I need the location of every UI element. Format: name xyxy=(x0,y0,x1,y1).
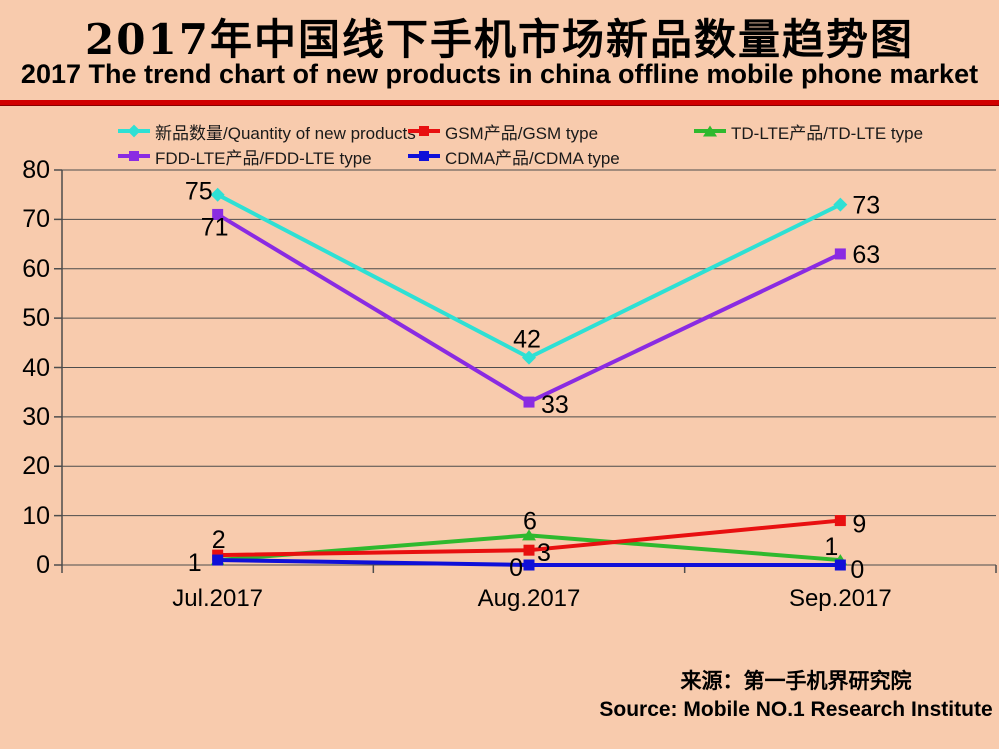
legend-triangle-marker-icon xyxy=(703,125,717,137)
series-3-marker-square xyxy=(834,248,846,260)
y-tick-label-30: 30 xyxy=(22,402,50,431)
legend-line-sample xyxy=(408,126,440,136)
x-axis-label-1: Aug.2017 xyxy=(477,585,581,612)
legend-line-sample xyxy=(118,151,150,161)
data-label-series-0-pt-2: 73 xyxy=(852,192,880,220)
legend-label: 新品数量/Quantity of new products xyxy=(155,123,416,143)
legend-label: FDD-LTE产品/FDD-LTE type xyxy=(155,148,372,168)
data-label-series-3-pt-1: 33 xyxy=(541,391,569,419)
series-3-marker-square xyxy=(212,208,224,220)
y-tick-label-0: 0 xyxy=(36,551,50,579)
series-1-marker-square xyxy=(834,515,846,527)
source-line-zh: 来源：第一手机界研究院 xyxy=(680,670,912,693)
data-label-series-2-pt-2: 1 xyxy=(824,533,838,561)
legend-item-gsm: GSM产品/GSM type xyxy=(408,120,599,143)
series-0-marker-diamond xyxy=(210,187,225,202)
legend-item-cdma: CDMA产品/CDMA type xyxy=(408,145,620,168)
data-label-series-3-pt-0: 71 xyxy=(201,213,229,241)
y-tick-label-80: 80 xyxy=(22,156,50,184)
y-tick-label-20: 20 xyxy=(22,452,50,481)
x-axis-label-2: Sep.2017 xyxy=(788,585,892,612)
series-4-marker-square xyxy=(212,554,224,566)
legend-line-sample xyxy=(694,125,726,137)
x-axis-label-0: Jul.2017 xyxy=(172,585,264,612)
series-0-marker-diamond xyxy=(522,350,536,365)
title-divider-rule xyxy=(0,100,999,106)
series-0-marker-diamond xyxy=(833,197,848,212)
series-4-marker-square xyxy=(523,559,535,571)
y-tick-label-70: 70 xyxy=(22,205,50,234)
series-1-marker-square xyxy=(523,544,535,556)
y-tick-label-10: 10 xyxy=(22,501,50,530)
source-line-en: Source: Mobile NO.1 Research Institute xyxy=(599,698,993,721)
legend-item-fddlte: FDD-LTE产品/FDD-LTE type xyxy=(118,145,372,168)
data-label-series-0-pt-0: 75 xyxy=(185,178,213,206)
y-tick-label-50: 50 xyxy=(22,304,50,333)
legend-line-sample xyxy=(408,151,440,161)
chart-title-zh: 2017年中国线下手机市场新品数量趋势图 xyxy=(85,15,914,64)
chart-title-en: 2017 The trend chart of new products in … xyxy=(20,59,979,89)
y-tick-label-40: 40 xyxy=(22,353,50,382)
y-tick-label-60: 60 xyxy=(22,254,50,283)
series-2-marker-triangle xyxy=(522,529,536,541)
legend-item-quantity: 新品数量/Quantity of new products xyxy=(118,120,416,143)
data-label-series-1-pt-0: 2 xyxy=(212,526,226,554)
legend-label: TD-LTE产品/TD-LTE type xyxy=(731,123,924,143)
legend-label: CDMA产品/CDMA type xyxy=(445,148,620,168)
legend-square-marker-icon xyxy=(129,151,139,161)
legend-item-tdlte: TD-LTE产品/TD-LTE type xyxy=(694,120,924,143)
data-label-series-4-pt-1: 0 xyxy=(509,554,523,582)
data-label-series-2-pt-1: 6 xyxy=(523,507,537,535)
source-note: 来源：第一手机界研究院 Source: Mobile NO.1 Research… xyxy=(596,668,996,724)
data-label-series-4-pt-2: 0 xyxy=(850,556,864,584)
series-3-marker-square xyxy=(523,396,535,408)
legend-square-marker-icon xyxy=(419,151,429,161)
data-label-series-0-pt-1: 42 xyxy=(513,326,541,354)
data-label-series-1-pt-2: 9 xyxy=(852,511,866,539)
legend-line-sample xyxy=(118,124,150,138)
data-label-series-3-pt-2: 63 xyxy=(852,241,880,269)
data-label-series-1-pt-1: 3 xyxy=(537,539,551,567)
series-4-marker-square xyxy=(834,559,846,571)
legend-square-marker-icon xyxy=(419,126,429,136)
legend-label: GSM产品/GSM type xyxy=(445,123,599,143)
data-label-series-4-pt-0: 1 xyxy=(188,549,202,577)
